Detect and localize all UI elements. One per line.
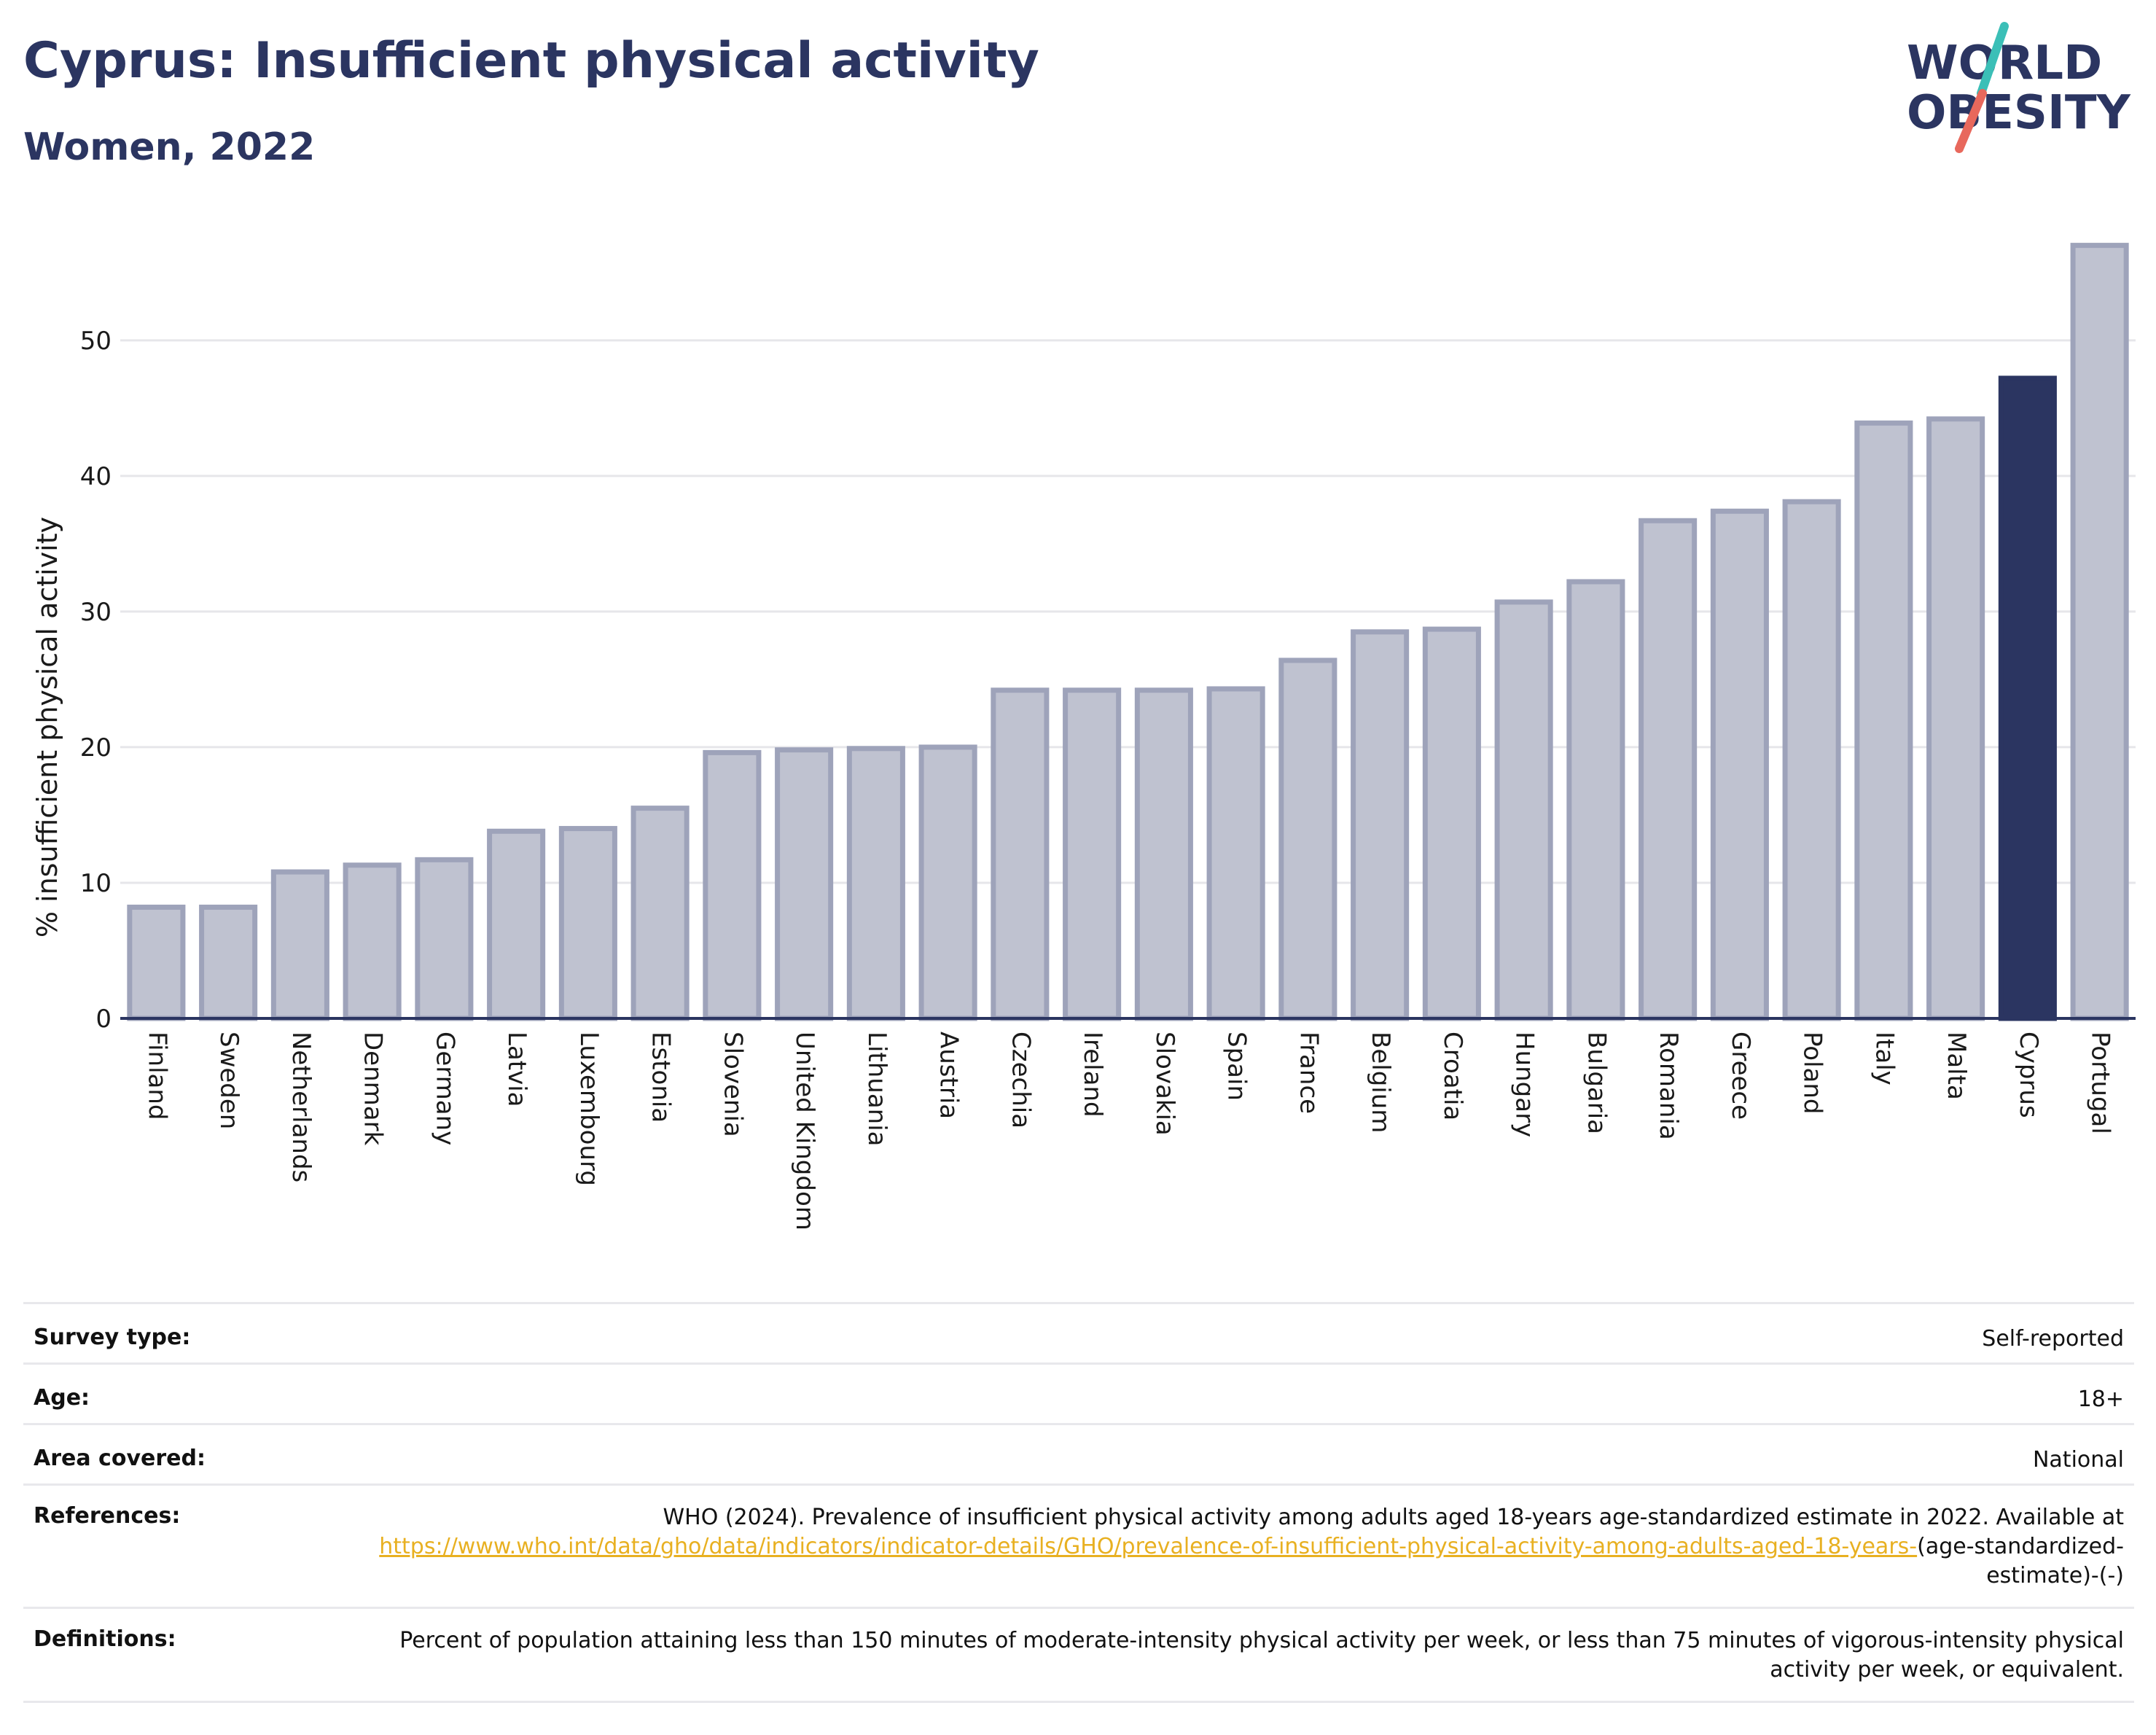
world-obesity-logo: WORLD OBESITY [1907,22,2130,153]
x-tick-label: Estonia [647,1032,676,1123]
x-tick-label: Slovenia [718,1032,747,1137]
bar-united-kingdom [775,747,834,1021]
meta-value-definitions: Percent of population attaining less tha… [350,1607,2134,1703]
meta-label-survey-type: Survey type: [23,1302,350,1364]
references-tail: (age-standardized-estimate)-(-) [1917,1534,2124,1588]
bar-bulgaria [1566,579,1625,1021]
y-tick-label: 0 [95,1005,112,1034]
x-tick-label: Ireland [1078,1032,1107,1118]
meta-row-area: Area covered: National [23,1423,2134,1485]
logo-line-world: WORLD [1907,36,2102,90]
meta-value-area: National [350,1423,2134,1485]
bar-spain [1206,686,1265,1021]
meta-value-survey-type: Self-reported [350,1302,2134,1364]
meta-row-definitions: Definitions: Percent of population attai… [23,1607,2134,1703]
bar-latvia [487,828,546,1021]
x-tick-label: Slovakia [1150,1032,1179,1136]
references-text: WHO (2024). Prevalence of insufficient p… [663,1505,2124,1530]
bar-italy [1854,420,1913,1021]
bar-cyprus [1998,375,2057,1021]
meta-value-references: WHO (2024). Prevalence of insufficient p… [350,1483,2134,1608]
y-tick-label: 10 [80,869,112,898]
bar-czechia [991,687,1050,1021]
x-tick-label: Bulgaria [1582,1032,1611,1134]
x-tick-label: Luxembourg [574,1032,604,1186]
y-axis-label: % insufficient physical activity [31,517,63,937]
bar-lithuania [846,746,905,1021]
bar-slovenia [703,749,762,1021]
bars [127,243,2129,1021]
bar-germany [415,857,474,1021]
x-tick-label: Romania [1654,1032,1683,1140]
x-tick-label: France [1294,1032,1323,1114]
bar-sweden [199,904,258,1021]
x-tick-label: Cyprus [2014,1032,2043,1118]
bar-croatia [1422,626,1481,1021]
bar-greece [1710,508,1769,1021]
x-tick-label: Czechia [1006,1032,1035,1128]
y-tick-labels: 0 10 20 30 40 50 [80,327,112,1034]
bar-estonia [630,806,690,1021]
x-tick-label: Poland [1798,1032,1827,1115]
meta-label-references: References: [23,1483,350,1608]
x-tick-label: Italy [1870,1032,1899,1085]
bar-belgium [1351,629,1410,1021]
bar-hungary [1494,599,1553,1021]
references-link[interactable]: https://www.who.int/data/gho/data/indica… [379,1534,1918,1559]
bar-ireland [1063,687,1122,1021]
x-tick-label: Belgium [1366,1032,1395,1133]
meta-label-area: Area covered: [23,1423,350,1485]
x-tick-label: Hungary [1510,1032,1539,1137]
x-tick-label: Portugal [2086,1032,2115,1134]
meta-row-age: Age: 18+ [23,1362,2134,1424]
meta-row-survey-type: Survey type: Self-reported [23,1302,2134,1364]
logo-slash-top [1977,22,2009,98]
x-tick-label: Lithuania [862,1032,891,1146]
meta-label-age: Age: [23,1362,350,1424]
bar-romania [1639,518,1698,1021]
x-tick-label: Sweden [214,1032,243,1129]
bar-austria [918,744,977,1021]
bar-netherlands [270,869,329,1021]
x-tick-label: Greece [1726,1032,1755,1120]
meta-row-references: References: WHO (2024). Prevalence of in… [23,1483,2134,1608]
meta-label-definitions: Definitions: [23,1607,350,1703]
y-tick-label: 20 [80,733,112,763]
bar-poland [1782,499,1841,1021]
x-tick-label: Denmark [359,1032,388,1146]
bar-malta [1926,416,1985,1021]
x-tick-label: Latvia [502,1032,531,1107]
bar-finland [127,904,186,1021]
x-tick-label: Malta [1942,1032,1971,1100]
bar-slovakia [1134,687,1193,1021]
bar-denmark [343,862,402,1021]
bar-portugal [2070,243,2129,1021]
y-tick-label: 30 [80,598,112,627]
x-tick-label: Austria [934,1032,964,1119]
metadata-table: Survey type: Self-reported Age: 18+ Area… [23,1302,2134,1703]
chart-subtitle: Women, 2022 [23,125,316,169]
logo-line-obesity: OBESITY [1907,86,2130,140]
chart-title: Cyprus: Insufficient physical activity [23,32,1039,90]
meta-value-age: 18+ [350,1362,2134,1424]
x-tick-label: United Kingdom [790,1032,819,1231]
x-tick-label: Spain [1222,1032,1251,1101]
x-tick-label: Croatia [1438,1032,1467,1120]
x-tick-label: Finland [142,1032,171,1120]
bar-france [1278,658,1337,1021]
x-tick-label: Netherlands [286,1032,316,1182]
y-tick-label: 50 [80,327,112,356]
y-tick-label: 40 [80,462,112,491]
x-tick-labels: Finland Sweden Netherlands Denmark Germany La… [142,1032,2114,1231]
bar-chart: 0 10 20 30 40 50 Finland Sweden Netherlands Denm… [31,243,2136,1231]
x-tick-label: Germany [430,1032,459,1145]
logo-slash-bottom [1955,89,1987,153]
bar-luxembourg [558,826,617,1021]
